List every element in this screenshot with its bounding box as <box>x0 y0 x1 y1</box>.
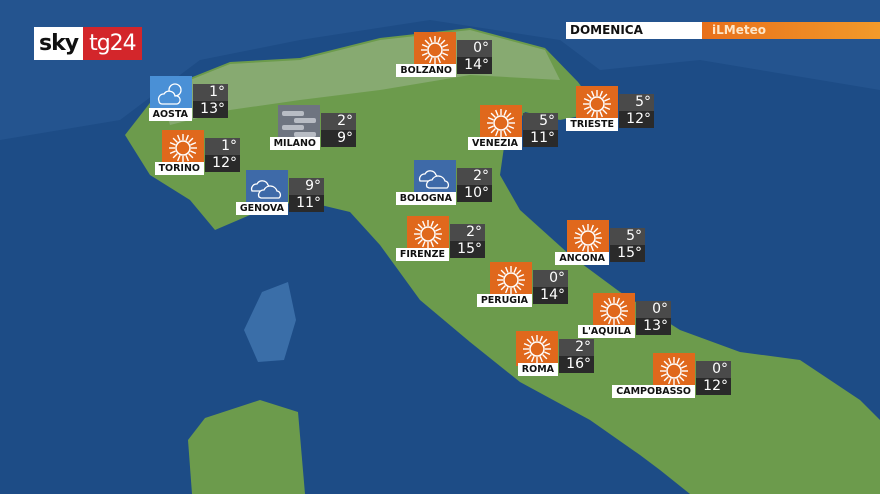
min-temp: 2° <box>559 339 594 356</box>
corsica <box>244 282 296 362</box>
city-label: FIRENZE <box>395 248 449 261</box>
cloud-icon <box>414 160 456 195</box>
max-temp: 15° <box>610 245 645 262</box>
max-temp: 11° <box>523 130 558 147</box>
sun-icon <box>162 130 204 165</box>
city-label: TORINO <box>154 162 204 175</box>
max-temp: 15° <box>450 241 485 258</box>
min-temp: 9° <box>289 178 324 195</box>
forecast-header: DOMENICA iLMeteo <box>566 22 880 39</box>
city-forecast-campobasso: 0° 12° CAMPOBASSO <box>612 353 733 403</box>
city-forecast-ancona: 5° 15° ANCONA <box>555 220 647 270</box>
city-forecast-genova: 9° 11° GENOVA <box>235 170 326 220</box>
city-forecast-venezia: 5° 11° VENEZIA <box>467 105 560 155</box>
city-forecast-torino: 1° 12° TORINO <box>154 130 242 180</box>
city-label: ANCONA <box>555 252 609 265</box>
max-temp: 12° <box>619 111 654 128</box>
max-temp: 16° <box>559 356 594 373</box>
min-temp: 0° <box>533 270 568 287</box>
min-temp: 2° <box>457 168 492 185</box>
min-temp: 0° <box>636 301 671 318</box>
sun-icon <box>480 105 522 140</box>
max-temp: 14° <box>533 287 568 304</box>
max-temp: 11° <box>289 195 324 212</box>
sun-icon <box>490 262 532 297</box>
logo-tg24: tg24 <box>83 27 142 60</box>
min-temp: 2° <box>450 224 485 241</box>
city-forecast-aosta: 1° 13° AOSTA <box>148 76 230 126</box>
sardinia <box>188 400 305 494</box>
max-temp: 14° <box>457 57 492 74</box>
min-temp: 1° <box>193 84 228 101</box>
city-label: L'AQUILA <box>577 325 635 338</box>
city-forecast-perugia: 0° 14° PERUGIA <box>476 262 570 312</box>
sun-icon <box>414 32 456 67</box>
ilmeteo-logo: iLMeteo <box>702 22 880 39</box>
city-label: ROMA <box>517 363 558 376</box>
city-label: GENOVA <box>235 202 288 215</box>
min-temp: 1° <box>205 138 240 155</box>
sky-tg24-logo: sky tg24 <box>34 27 142 60</box>
city-label: VENEZIA <box>467 137 522 150</box>
city-forecast-laquila: 0° 13° L'AQUILA <box>577 293 673 343</box>
sun-icon <box>653 353 695 388</box>
city-label: MILANO <box>269 137 320 150</box>
city-label: BOLOGNA <box>395 192 456 205</box>
sun-icon <box>576 86 618 121</box>
sun-icon <box>593 293 635 328</box>
city-label: CAMPOBASSO <box>612 385 695 398</box>
min-temp: 2° <box>321 113 356 130</box>
city-forecast-trieste: 5° 12° TRIESTE <box>566 86 656 136</box>
max-temp: 9° <box>321 130 356 147</box>
partly-cloudy-icon <box>150 76 192 111</box>
max-temp: 12° <box>205 155 240 172</box>
logo-sky: sky <box>34 27 84 60</box>
sun-icon <box>407 216 449 251</box>
sun-icon <box>567 220 609 255</box>
city-label: PERUGIA <box>476 294 532 307</box>
city-forecast-bolzano: 0° 14° BOLZANO <box>396 32 494 82</box>
city-label: BOLZANO <box>396 64 456 77</box>
max-temp: 12° <box>696 378 731 395</box>
max-temp: 10° <box>457 185 492 202</box>
min-temp: 5° <box>523 113 558 130</box>
city-forecast-roma: 2° 16° ROMA <box>516 331 596 381</box>
sun-icon <box>516 331 558 366</box>
forecast-day: DOMENICA <box>566 22 702 39</box>
max-temp: 13° <box>636 318 671 335</box>
city-label: AOSTA <box>148 108 192 121</box>
city-forecast-milano: 2° 9° MILANO <box>269 105 358 155</box>
cloud-icon <box>246 170 288 205</box>
max-temp: 13° <box>193 101 228 118</box>
min-temp: 5° <box>610 228 645 245</box>
min-temp: 0° <box>457 40 492 57</box>
city-forecast-bologna: 2° 10° BOLOGNA <box>395 160 494 210</box>
min-temp: 0° <box>696 361 731 378</box>
city-label: TRIESTE <box>566 118 618 131</box>
city-forecast-firenze: 2° 15° FIRENZE <box>395 216 487 266</box>
fog-icon <box>278 105 320 140</box>
min-temp: 5° <box>619 94 654 111</box>
